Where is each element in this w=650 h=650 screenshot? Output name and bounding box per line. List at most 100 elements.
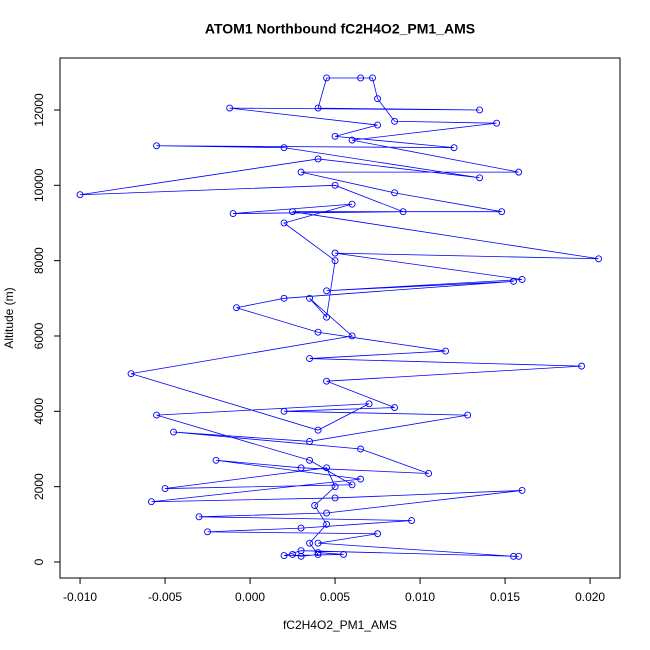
point: [297, 464, 305, 472]
point: [391, 117, 399, 125]
point: [314, 539, 322, 547]
point: [374, 530, 382, 538]
point: [518, 486, 526, 494]
point: [340, 551, 348, 558]
point: [280, 219, 288, 227]
x-tick-label: -0.005: [148, 590, 182, 604]
point: [323, 509, 331, 517]
point: [323, 464, 331, 472]
point: [510, 552, 518, 560]
series-line: [80, 77, 599, 557]
point: [391, 404, 399, 412]
point: [464, 411, 472, 419]
point: [323, 520, 331, 528]
point: [314, 155, 322, 163]
point: [212, 456, 220, 464]
point: [297, 547, 305, 555]
point: [127, 370, 135, 378]
y-tick-label: 4000: [32, 398, 46, 425]
point: [595, 255, 603, 263]
point: [348, 136, 356, 144]
point: [518, 276, 526, 283]
point: [510, 277, 518, 285]
point: [314, 551, 322, 558]
point: [76, 191, 84, 199]
point: [476, 106, 484, 114]
y-tick-label: 0: [32, 558, 46, 565]
point: [442, 347, 450, 355]
point: [280, 552, 288, 560]
point: [357, 445, 365, 453]
point: [229, 210, 237, 218]
y-tick-label: 10000: [32, 168, 46, 202]
point: [515, 168, 523, 176]
point: [280, 407, 288, 415]
x-tick-label: 0.005: [320, 590, 350, 604]
point: [323, 377, 331, 385]
y-tick-label: 2000: [32, 473, 46, 500]
point: [515, 552, 523, 560]
point: [153, 142, 161, 150]
chart-title: ATOM1 Northbound fC2H4O2_PM1_AMS: [205, 21, 475, 37]
y-tick-label: 12000: [32, 93, 46, 127]
point: [306, 355, 314, 363]
point: [374, 121, 382, 129]
point: [280, 294, 288, 302]
point: [323, 313, 331, 321]
point: [153, 411, 161, 419]
point: [297, 168, 305, 176]
point: [348, 481, 356, 489]
point: [578, 362, 586, 370]
point: [450, 144, 458, 152]
point: [493, 119, 501, 127]
point: [369, 74, 376, 82]
point: [331, 494, 339, 502]
point: [331, 483, 339, 491]
point: [399, 208, 407, 216]
point: [314, 328, 322, 336]
point: [306, 539, 314, 547]
point: [357, 74, 365, 82]
point: [498, 208, 506, 216]
y-tick-label: 6000: [32, 322, 46, 349]
y-tick-label: 8000: [32, 247, 46, 274]
point: [289, 551, 297, 558]
point: [297, 524, 305, 532]
point: [204, 528, 212, 536]
point: [357, 475, 365, 483]
x-axis-label: fC2H4O2_PM1_AMS: [283, 618, 397, 632]
point: [331, 181, 339, 189]
x-tick-label: 0.010: [405, 590, 435, 604]
y-axis-label: Altitude (m): [2, 287, 16, 348]
point: [331, 132, 339, 140]
point: [170, 428, 178, 436]
x-tick-label: -0.010: [63, 590, 97, 604]
point: [314, 549, 322, 557]
point: [314, 104, 322, 112]
point: [331, 249, 339, 257]
point: [391, 189, 399, 197]
point: [289, 208, 297, 216]
point: [348, 200, 356, 208]
x-tick-label: 0.000: [235, 590, 265, 604]
point: [425, 470, 433, 477]
point: [323, 74, 331, 82]
point: [311, 502, 319, 509]
point: [476, 174, 484, 182]
point: [195, 513, 203, 521]
point: [314, 426, 322, 434]
point: [365, 400, 373, 408]
point: [306, 438, 314, 445]
point: [323, 287, 331, 295]
point: [331, 257, 339, 265]
point: [374, 95, 382, 103]
plot-frame: [59, 57, 621, 579]
x-tick-label: 0.015: [490, 590, 520, 604]
point: [306, 294, 314, 302]
point: [226, 104, 234, 112]
point: [306, 456, 314, 464]
point: [348, 332, 356, 340]
point: [280, 144, 288, 152]
point: [148, 498, 155, 506]
